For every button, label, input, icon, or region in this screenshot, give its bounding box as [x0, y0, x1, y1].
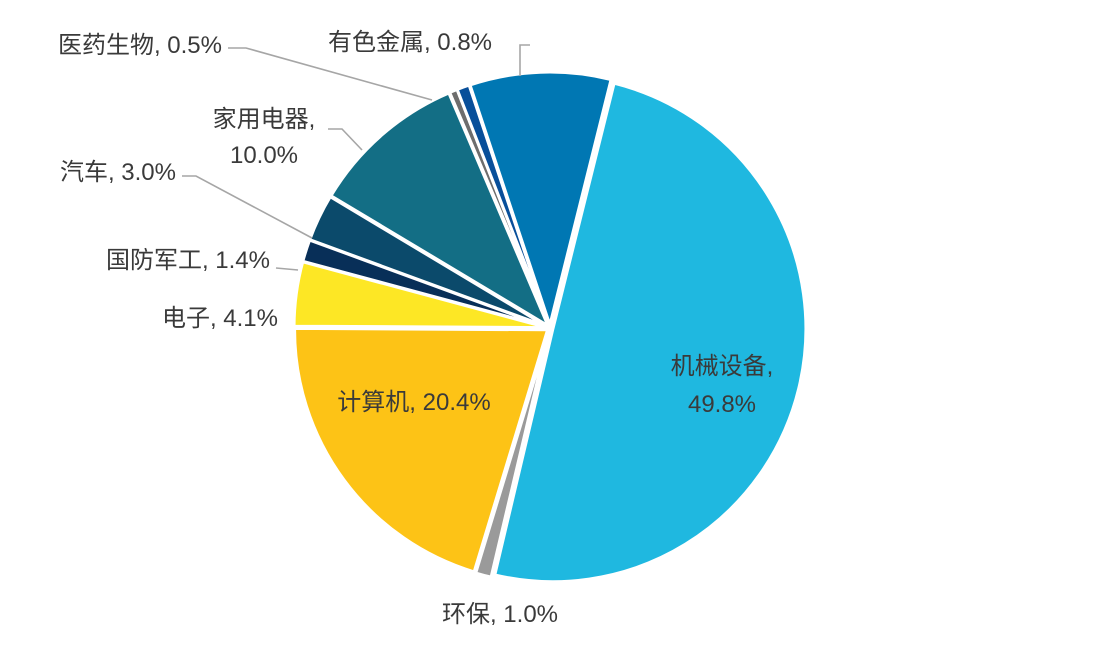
leader-line-有色金属	[519, 44, 530, 76]
slice-label-汽车: 汽车, 3.0%	[60, 159, 176, 186]
leader-line-家用电器	[328, 128, 363, 151]
pie-slice-家用电器	[329, 91, 550, 328]
slice-label-电子: 电子, 4.1%	[162, 305, 278, 332]
pie-slice-unlabeled-9	[468, 70, 613, 327]
slice-labels: 机械设备, 49.8% 环保, 1.0% 计算机, 20.4% 电子, 4.1% 国防军工…	[58, 29, 773, 628]
leader-line-医药生物	[228, 47, 433, 101]
slice-label-环保: 环保, 1.0%	[442, 601, 558, 628]
slice-label-计算机: 计算机, 20.4%	[337, 389, 490, 416]
pie-slices	[292, 70, 808, 584]
pie-slice-机械设备	[493, 81, 808, 584]
pie-slice-计算机	[293, 326, 550, 574]
slice-label-国防军工: 国防军工, 1.4%	[106, 247, 270, 274]
slice-label-家用电器-line-2: 10.0%	[230, 142, 298, 169]
slice-label-机械设备-line-1: 机械设备,	[671, 353, 774, 380]
leader-lines	[182, 44, 530, 271]
leader-line-汽车	[182, 175, 313, 239]
slice-label-机械设备-line-2: 49.8%	[688, 391, 756, 418]
slice-label-医药生物: 医药生物, 0.5%	[58, 32, 222, 59]
leader-line-国防军工	[275, 267, 299, 271]
slice-label-有色金属: 有色金属, 0.8%	[328, 29, 492, 56]
pie-slice-环保	[474, 329, 551, 579]
slice-label-家用电器-line-1: 家用电器,	[213, 106, 316, 133]
